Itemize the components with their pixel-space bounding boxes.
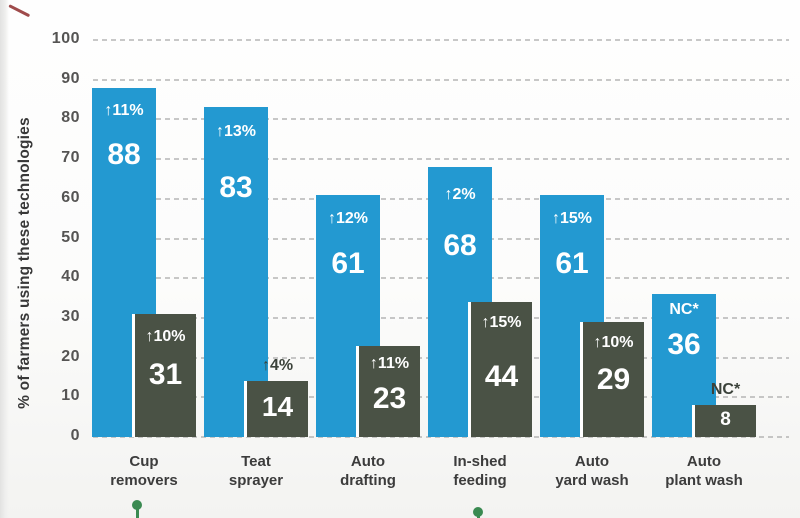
scan-edge-shadow (0, 0, 9, 518)
bar-change-label: ↑4% (261, 357, 294, 374)
bar-value-label: 29 (596, 363, 631, 396)
bar-value-label: 14 (261, 391, 294, 422)
bar-dark-series-4: ↑10% 29 (580, 322, 644, 437)
y-tick-label-80: 80 (61, 109, 80, 126)
y-tick-label-40: 40 (61, 268, 80, 285)
bar-value-label: 61 (331, 247, 365, 280)
x-axis-label-1: Teat sprayer (228, 453, 284, 489)
bar-value-label: 88 (107, 138, 141, 171)
bar-dark-series-3: ↑15% 44 (468, 302, 532, 437)
bar-change-label: ↑10% (145, 328, 186, 345)
green-pin-stem-0 (135, 508, 139, 518)
x-axis-label-5: Auto plant wash (665, 453, 743, 489)
gridline-0 (93, 436, 789, 438)
y-tick-label-30: 30 (61, 308, 80, 325)
x-axis-label-3: In-shed feeding (453, 453, 507, 489)
y-tick-label-60: 60 (61, 189, 80, 206)
y-tick-label-100: 100 (51, 30, 80, 47)
x-axis-label-2: Auto drafting (340, 453, 396, 489)
y-tick-label-90: 90 (61, 70, 80, 87)
y-tick-label-70: 70 (61, 149, 80, 166)
bar-change-label: NC* (669, 301, 699, 318)
y-tick-label-0: 0 (70, 427, 80, 444)
green-pin-head-0 (132, 500, 142, 510)
bar-change-label: ↑15% (551, 210, 593, 227)
gridline-70 (93, 158, 789, 160)
bar-change-label: ↑11% (104, 102, 144, 119)
bar-change-label: NC* (710, 381, 741, 398)
green-pin-head-1 (473, 507, 483, 517)
bar-dark-series-2: ↑11% 23 (356, 346, 420, 437)
bar-change-label: ↑2% (444, 186, 476, 203)
green-pin-stem-1 (476, 515, 480, 518)
gridline-100 (93, 39, 789, 41)
bar-change-label: ↑11% (369, 355, 410, 372)
bar-dark-series-1: ↑4% 14 (244, 357, 308, 437)
bar-change-label: ↑13% (215, 123, 257, 140)
bar-change-label: ↑12% (327, 210, 369, 227)
bar-value-label: 61 (555, 247, 589, 280)
gridline-90 (93, 79, 789, 81)
bar-value-label: 36 (667, 328, 701, 361)
bar-value-label: 68 (443, 229, 477, 262)
bar-dark-series-0: ↑10% 31 (132, 314, 196, 437)
bar-dark-series-5: NC* 8 (692, 381, 756, 437)
bar-change-label: ↑15% (481, 314, 522, 331)
y-tick-label-50: 50 (61, 229, 80, 246)
bar-value-label: 23 (372, 382, 407, 415)
y-tick-label-20: 20 (61, 348, 80, 365)
bar-value-label: 8 (720, 409, 731, 430)
bar-value-label: 44 (484, 360, 519, 393)
bar-change-label: ↑10% (593, 334, 634, 351)
x-axis-label-0: Cup removers (110, 453, 178, 489)
red-pen-mark (8, 4, 31, 18)
bar-value-label: 31 (148, 358, 183, 391)
y-tick-label-10: 10 (61, 387, 80, 404)
gridline-80 (93, 118, 789, 120)
x-axis-label-4: Auto yard wash (555, 453, 629, 489)
bar-value-label: 83 (219, 171, 253, 204)
